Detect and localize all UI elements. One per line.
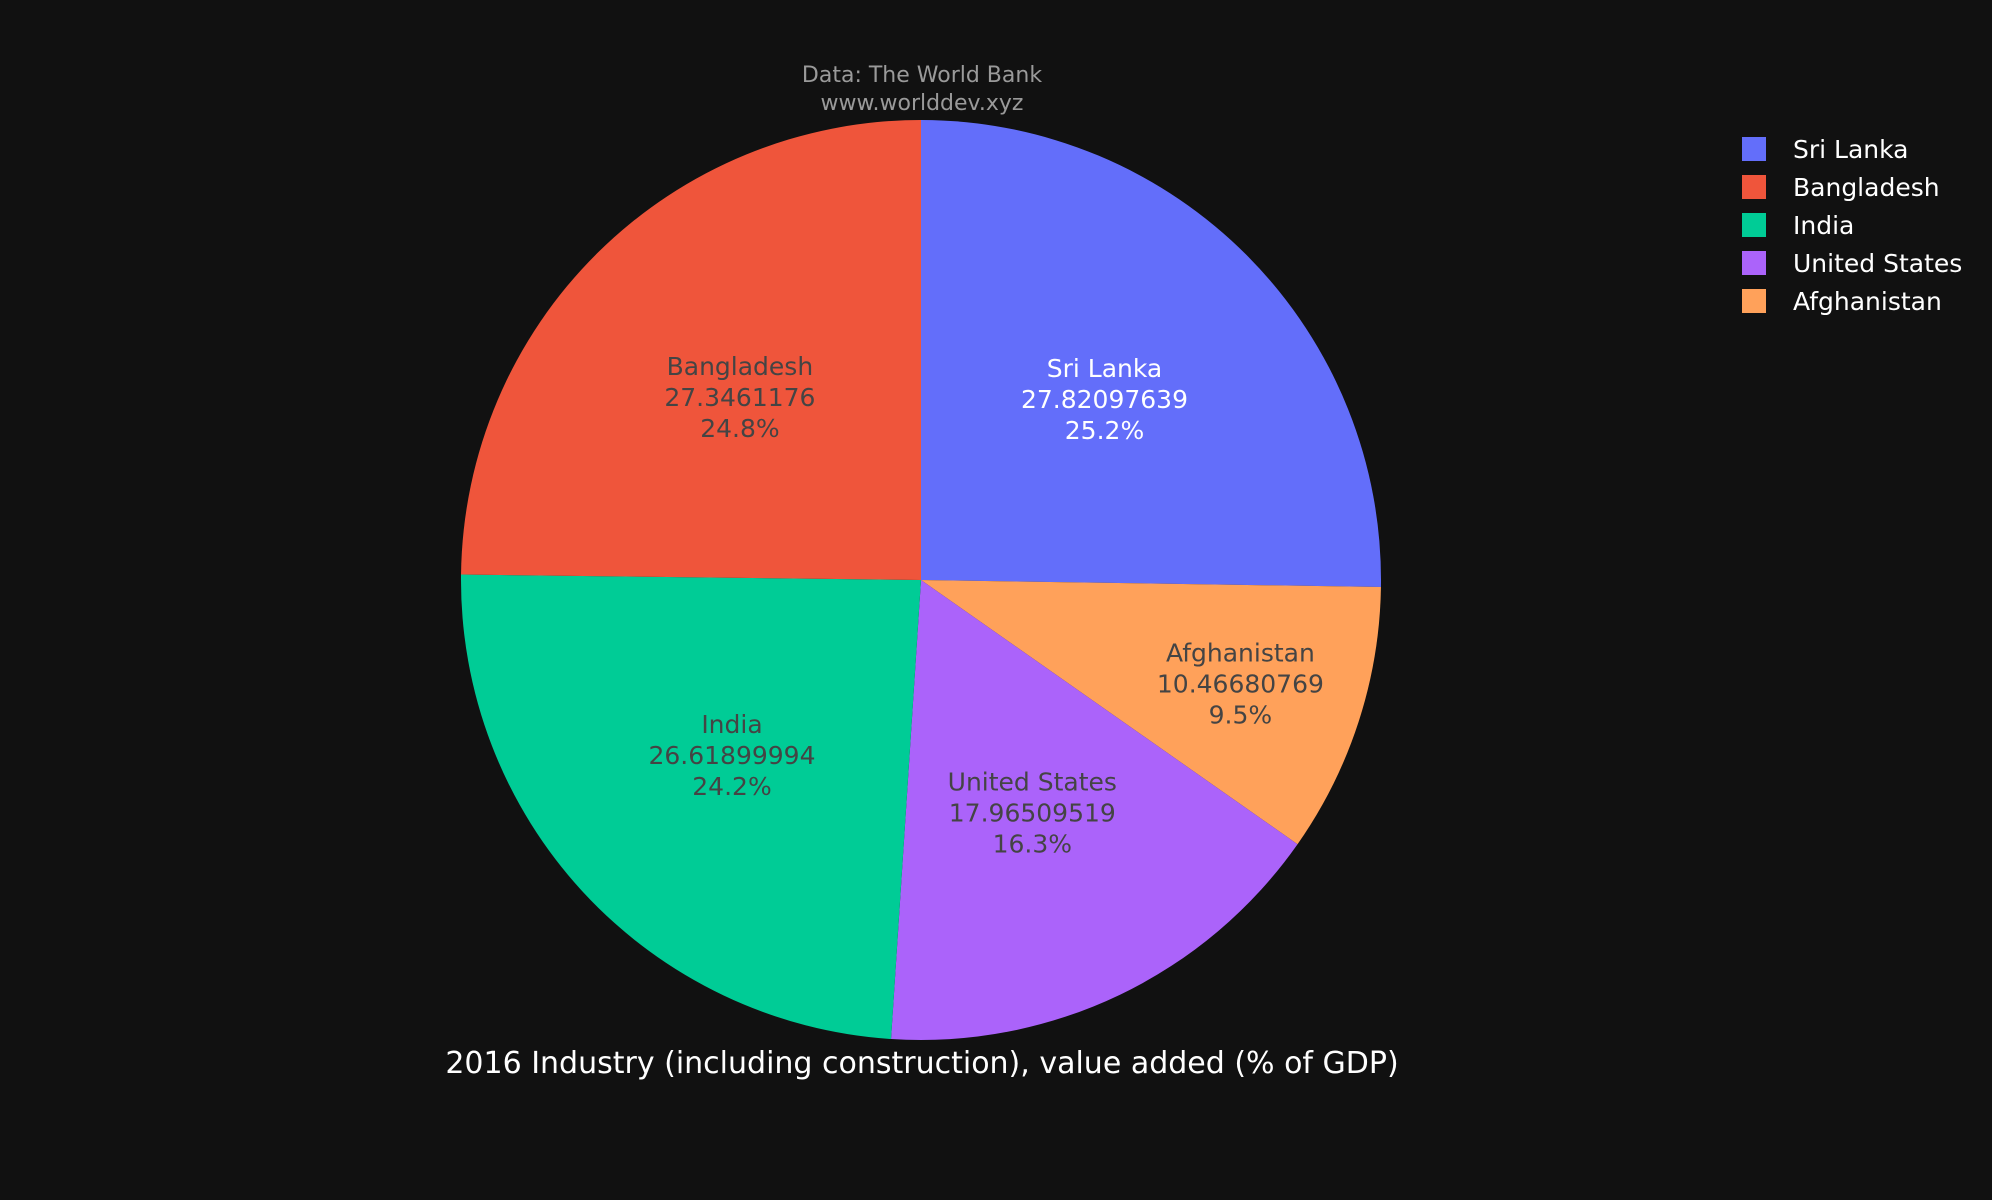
legend-label-sri-lanka[interactable]: Sri Lanka bbox=[1793, 135, 1909, 164]
source-line-1: Data: The World Bank bbox=[802, 63, 1042, 88]
legend-swatch-sri-lanka[interactable] bbox=[1742, 137, 1766, 161]
legend-label-afghanistan[interactable]: Afghanistan bbox=[1793, 287, 1942, 316]
legend-item-bangladesh[interactable]: Bangladesh bbox=[1742, 173, 1940, 202]
slice-label-value-afghanistan: 10.46680769 bbox=[1157, 670, 1324, 699]
legend-item-united-states[interactable]: United States bbox=[1742, 249, 1962, 278]
slice-label-value-bangladesh: 27.3461176 bbox=[664, 383, 815, 412]
slice-label-percent-sri-lanka: 25.2% bbox=[1065, 416, 1144, 445]
legend-label-india[interactable]: India bbox=[1793, 211, 1854, 240]
slice-label-percent-united-states: 16.3% bbox=[993, 829, 1072, 858]
slice-label-percent-afghanistan: 9.5% bbox=[1209, 701, 1273, 730]
source-line-2: www.worlddev.xyz bbox=[821, 91, 1024, 116]
legend-swatch-united-states[interactable] bbox=[1742, 251, 1766, 275]
legend-item-india[interactable]: India bbox=[1742, 211, 1854, 240]
legend-label-bangladesh[interactable]: Bangladesh bbox=[1793, 173, 1940, 202]
slice-label-value-india: 26.61899994 bbox=[648, 741, 815, 770]
legend-item-afghanistan[interactable]: Afghanistan bbox=[1742, 287, 1942, 316]
pie-slice-united-states[interactable] bbox=[891, 580, 1298, 1040]
slice-label-percent-india: 24.2% bbox=[692, 772, 771, 801]
pie-slices bbox=[460, 120, 1382, 1040]
legend-swatch-afghanistan[interactable] bbox=[1742, 289, 1766, 313]
legend[interactable]: Sri Lanka Bangladesh India United States Afg… bbox=[1742, 135, 1962, 316]
slice-label-name-afghanistan: Afghanistan bbox=[1166, 639, 1315, 668]
slice-label-name-bangladesh: Bangladesh bbox=[667, 352, 814, 381]
pie-slice-afghanistan[interactable] bbox=[921, 580, 1381, 845]
slice-label-name-india: India bbox=[701, 710, 762, 739]
pie-slice-sri-lanka[interactable] bbox=[921, 120, 1382, 587]
chart-title: 2016 Industry (including construction), … bbox=[445, 1046, 1398, 1081]
pie-slice-india[interactable] bbox=[460, 574, 921, 1040]
legend-swatch-bangladesh[interactable] bbox=[1742, 175, 1766, 199]
slice-label-name-sri-lanka: Sri Lanka bbox=[1047, 354, 1163, 383]
slice-label-value-united-states: 17.96509519 bbox=[949, 798, 1116, 827]
slice-label-name-united-states: United States bbox=[948, 767, 1117, 796]
legend-label-united-states[interactable]: United States bbox=[1793, 249, 1962, 278]
legend-item-sri-lanka[interactable]: Sri Lanka bbox=[1742, 135, 1909, 164]
legend-swatch-india[interactable] bbox=[1742, 213, 1766, 237]
slice-label-percent-bangladesh: 24.8% bbox=[700, 414, 779, 443]
slice-label-value-sri-lanka: 27.82097639 bbox=[1021, 385, 1188, 414]
pie-slice-bangladesh[interactable] bbox=[461, 120, 921, 580]
